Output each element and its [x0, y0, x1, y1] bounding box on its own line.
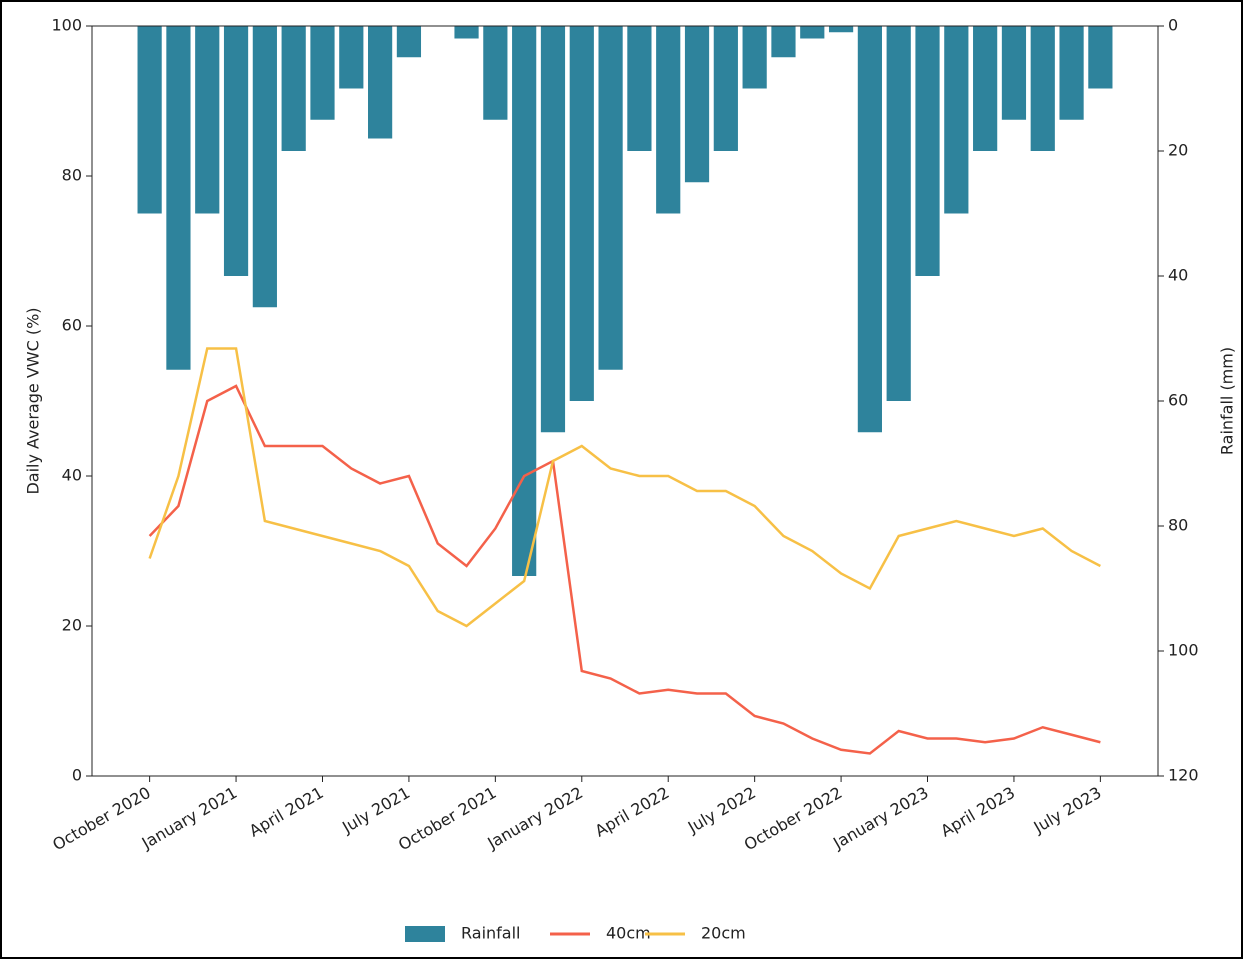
x-tick-label: April 2023 — [937, 783, 1018, 841]
rain-bar — [627, 26, 652, 151]
y-axis-label: Daily Average VWC (%) — [24, 307, 43, 494]
rain-bar — [915, 26, 940, 276]
rain-bar — [166, 26, 191, 370]
rain-bar — [454, 26, 479, 39]
rain-bar — [1088, 26, 1113, 89]
rain-bar — [1059, 26, 1084, 120]
x-tick-label: January 2022 — [483, 783, 586, 853]
rain-bar — [656, 26, 681, 214]
rain-bar — [540, 26, 566, 433]
rain-bar — [223, 26, 249, 276]
rain-bar — [396, 26, 422, 58]
y-tick-label: 100 — [51, 16, 82, 35]
rain-bar — [684, 26, 710, 183]
x-tick-label: October 2022 — [741, 783, 846, 854]
rain-bar — [281, 26, 306, 151]
rain-bar — [598, 26, 623, 370]
x-tick-label: July 2023 — [1030, 783, 1105, 837]
rain-bar — [742, 26, 767, 89]
x-tick-label: April 2022 — [592, 783, 673, 841]
rain-bar — [771, 26, 796, 58]
y2-tick-label: 0 — [1168, 16, 1178, 35]
x-tick-label: April 2021 — [246, 783, 327, 841]
legend-swatch — [405, 926, 445, 942]
plot-frame — [91, 25, 1159, 777]
rain-bar — [886, 26, 911, 401]
x-tick-label: July 2022 — [684, 783, 759, 837]
rain-bar — [973, 26, 998, 151]
rain-bar — [368, 26, 393, 139]
rain-bar — [713, 26, 738, 151]
x-tick-label: July 2021 — [338, 783, 413, 837]
x-tick-label: October 2021 — [395, 783, 500, 854]
legend-label: 40cm — [606, 924, 651, 943]
y2-tick-label: 100 — [1168, 641, 1199, 660]
line-1 — [148, 384, 1101, 755]
legend-label: Rainfall — [461, 924, 520, 943]
line-2 — [148, 347, 1101, 628]
rain-bar — [944, 26, 969, 214]
rain-bar — [195, 26, 220, 214]
rain-bar — [310, 26, 335, 120]
x-tick-label: October 2020 — [49, 783, 154, 854]
y2-axis-label: Rainfall (mm) — [1218, 347, 1237, 455]
x-tick-label: January 2021 — [138, 783, 241, 853]
rain-bar — [1030, 26, 1055, 151]
y2-tick-label: 60 — [1168, 391, 1188, 410]
y-tick-label: 80 — [62, 166, 82, 185]
rain-bar — [1001, 26, 1027, 120]
legend-label: 20cm — [701, 924, 746, 943]
y-tick-label: 20 — [62, 616, 82, 635]
y2-tick-label: 20 — [1168, 141, 1188, 160]
y2-tick-label: 40 — [1168, 266, 1188, 285]
rain-bar — [800, 26, 825, 39]
rain-bar — [252, 26, 277, 308]
rain-bar — [569, 26, 594, 401]
rain-bar — [828, 26, 854, 33]
y-tick-label: 0 — [72, 766, 82, 785]
rain-bar — [857, 26, 882, 433]
x-tick-label: January 2023 — [829, 783, 932, 853]
y2-tick-label: 120 — [1168, 766, 1199, 785]
rain-bar — [512, 26, 537, 576]
y2-tick-label: 80 — [1168, 516, 1188, 535]
rain-bar — [483, 26, 508, 120]
y-tick-label: 40 — [62, 466, 82, 485]
y-tick-label: 60 — [62, 316, 82, 335]
rain-bar — [137, 26, 162, 214]
rain-bar — [339, 26, 364, 89]
